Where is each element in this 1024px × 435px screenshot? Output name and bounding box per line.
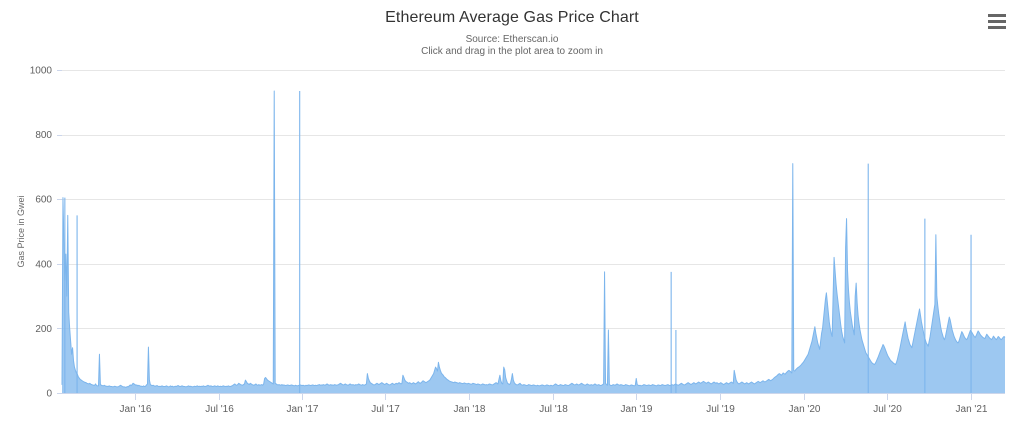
- y-axis-title: Gas Price in Gwei: [16, 195, 26, 267]
- axes-group: [57, 70, 1005, 400]
- hamburger-menu-icon[interactable]: [984, 10, 1010, 32]
- chart-title: Ethereum Average Gas Price Chart: [385, 9, 639, 26]
- x-tick-label: Jul '19: [706, 404, 735, 415]
- y-tick-labels-group: 0 200 400 600 800 1000: [30, 66, 53, 400]
- y-tick-label: 200: [35, 324, 52, 335]
- x-tick-labels-group: Jan '16 Jul '16 Jan '17 Jul '17 Jan '18 Jul '…: [120, 404, 988, 415]
- gridlines-group: [62, 70, 1005, 329]
- y-axis-title-group: Gas Price in Gwei: [16, 195, 26, 267]
- x-tick-label: Jul '18: [539, 404, 568, 415]
- series-area-group: [61, 90, 1006, 393]
- x-tick-label: Jan '21: [956, 404, 988, 415]
- menu-bar-middle: [988, 19, 1006, 23]
- chart-subtitle-source: Source: Etherscan.io: [465, 34, 559, 45]
- y-tick-label: 0: [46, 389, 52, 400]
- area-fill: [62, 91, 1005, 393]
- y-tick-label: 400: [35, 259, 52, 270]
- x-tick-label: Jul '20: [873, 404, 902, 415]
- menu-bar-bottom: [988, 25, 1006, 29]
- x-tick-label: Jul '17: [371, 404, 400, 415]
- area-outline: [61, 90, 1006, 388]
- x-tick-label: Jan '17: [287, 404, 319, 415]
- y-tick-label: 800: [35, 130, 52, 141]
- x-tick-label: Jan '20: [789, 404, 821, 415]
- y-tick-label: 1000: [30, 66, 53, 77]
- x-tick-label: Jan '18: [454, 404, 486, 415]
- menu-bar-top: [988, 13, 1006, 17]
- x-tick-label: Jan '19: [621, 404, 653, 415]
- chart-subtitle-hint: Click and drag in the plot area to zoom …: [421, 46, 603, 57]
- x-tick-label: Jul '16: [205, 404, 234, 415]
- chart-subtitle: Source: Etherscan.io Click and drag in t…: [0, 34, 1024, 58]
- y-tick-label: 600: [35, 195, 52, 206]
- x-tick-label: Jan '16: [120, 404, 152, 415]
